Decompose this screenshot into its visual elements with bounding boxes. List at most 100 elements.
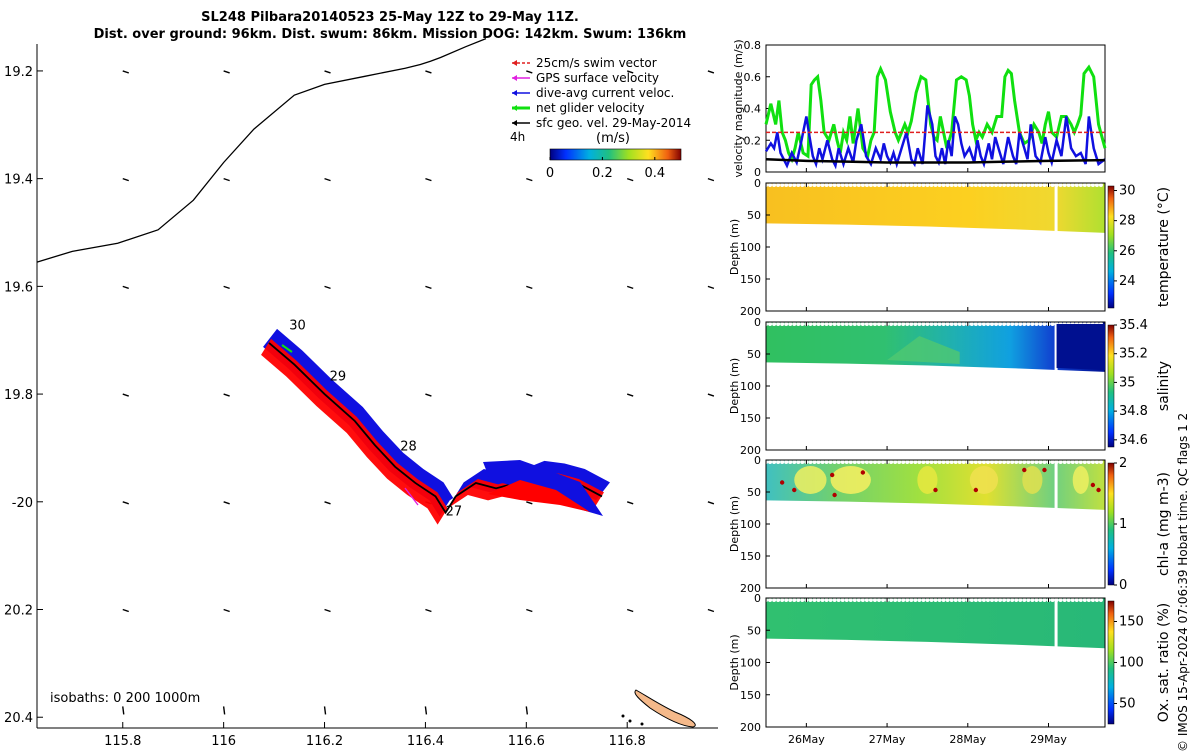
map-y-tick-label: 19.6 — [4, 280, 33, 295]
salinity-surface-dot — [1026, 322, 1031, 326]
oxygen-section — [766, 598, 1105, 649]
legend-label-net_velocity: net glider velocity — [536, 101, 644, 115]
salinity-surface-dot — [953, 322, 958, 326]
oxygen-surface-dot — [941, 598, 946, 602]
oxygen-surface-dot — [768, 598, 773, 602]
chla-surface-dot — [856, 460, 861, 464]
legend-label-swim_vector: 25cm/s swim vector — [536, 56, 657, 70]
oxygen-surface-dot — [1074, 598, 1079, 602]
map-x-tick-label: 116.4 — [407, 734, 444, 749]
oxygen-surface-dot — [889, 598, 894, 602]
colorbar-label: (m/s) — [596, 131, 630, 146]
chla-surface-dot — [877, 460, 881, 464]
geo-vector — [626, 608, 634, 613]
temperature-surface-dot — [872, 183, 877, 187]
chla-surface-dot — [998, 460, 1003, 464]
map-x-tick-label: 116.8 — [609, 734, 646, 749]
oxygen-surface-dot — [840, 598, 845, 602]
salinity-surface-dot — [1042, 322, 1047, 326]
chla-surface-dot — [872, 460, 877, 464]
chla-surface-dot — [1058, 460, 1063, 464]
chla-surface-dot — [808, 460, 813, 464]
temperature-surface-dot — [1086, 183, 1091, 187]
oxygen-surface-dot — [1078, 598, 1083, 602]
salinity-surface-dot — [1038, 322, 1043, 326]
chla-surface-dot — [1014, 460, 1019, 464]
salinity-surface-dot — [800, 322, 805, 326]
chla-surface-dot — [1022, 460, 1027, 464]
geo-vector — [223, 177, 230, 182]
chla-surface-dot — [784, 460, 789, 464]
salinity-surface-dot — [868, 322, 873, 326]
geo-vector — [122, 501, 129, 505]
temperature-surface-dot — [990, 183, 994, 187]
chla-surface-dot — [832, 460, 837, 464]
temperature-surface-dot — [897, 183, 902, 187]
geo-vector — [526, 177, 533, 182]
oxygen-y-label: Depth (m) — [728, 634, 741, 690]
oxygen-surface-dot — [957, 598, 962, 602]
geo-vector — [122, 177, 129, 182]
chla-surface-dot — [994, 460, 999, 464]
geo-vector — [525, 706, 529, 715]
chla-surface-dot — [905, 460, 910, 464]
chla-bloom-patch — [969, 466, 999, 494]
temperature-surface-dot — [776, 183, 781, 187]
salinity-surface-dot — [856, 322, 861, 326]
chla-surface-dot — [800, 460, 805, 464]
time-tick-label: 26May — [788, 733, 825, 746]
oxygen-surface-dot — [893, 598, 898, 602]
geo-vector — [626, 393, 634, 397]
oxygen-surface-dot — [1090, 598, 1095, 602]
oxygen-surface-dot — [1070, 598, 1075, 602]
oxygen-y-tick-label: 0 — [754, 592, 761, 605]
salinity-surface-dot — [848, 322, 853, 326]
oxygen-surface-dot — [836, 598, 841, 602]
salinity-surface-dot — [961, 322, 966, 326]
salinity-intrusion — [887, 336, 960, 364]
oxygen-surface-dot — [784, 598, 789, 602]
temperature-surface-dot — [961, 183, 966, 187]
salinity-surface-dot — [1010, 322, 1015, 326]
chla-surface-dot — [848, 460, 853, 464]
temperature-section — [766, 183, 1105, 233]
temperature-surface-dot — [949, 183, 954, 187]
map-panel: 115.8 116 116.2 116.4 116.6 116.8 19.2 19.4 19.6… — [4, 38, 718, 749]
oxygen-surface-dot — [1010, 598, 1015, 602]
chla-bloom-patch — [830, 466, 871, 494]
gps-vector — [404, 487, 419, 506]
salinity-colorbar-tick-label: 35 — [1119, 375, 1136, 390]
temperature-surface-dot — [973, 183, 978, 187]
oxygen-surface-dot — [945, 598, 950, 602]
colorbar-tick-label: 0 — [546, 166, 554, 181]
oxygen-y-tick-label: 200 — [740, 721, 761, 734]
temperature-surface-dot — [1030, 183, 1035, 187]
chla-bloom-patch — [917, 466, 938, 494]
salinity-surface-dot — [893, 322, 898, 326]
legend-label-geo_velocity: sfc geo. vel. 29-May-2014 — [536, 116, 691, 130]
oxygen-data-gap — [1054, 598, 1058, 650]
swim-vector-fringe — [488, 480, 590, 512]
chla-surface-dot — [1006, 460, 1011, 464]
geo-vector — [526, 501, 533, 505]
oxygen-surface-dot — [901, 598, 906, 602]
geo-vector — [707, 393, 715, 397]
island — [634, 689, 696, 728]
salinity-surface-dot — [901, 322, 906, 326]
temperature-surface-dot — [877, 183, 881, 187]
temperature-y-label: Depth (m) — [728, 219, 741, 275]
chla-surface-dot — [812, 460, 817, 464]
temperature-surface-dot — [1074, 183, 1079, 187]
chla-surface-dot — [796, 460, 801, 464]
salinity-colorbar-label: salinity — [1156, 361, 1172, 411]
geo-vector — [223, 608, 230, 613]
chla-colorbar-tick-label: 1 — [1119, 517, 1127, 532]
oxygen-surface-dot — [969, 598, 974, 602]
legend-label-current_velocity: dive-avg current veloc. — [536, 86, 674, 100]
geo-vector — [425, 70, 432, 74]
chla-surface-dot — [844, 460, 849, 464]
salinity-colorbar-tick-label: 34.6 — [1119, 433, 1148, 448]
temperature-y-tick-label: 50 — [747, 209, 761, 222]
salinity-surface-dot — [941, 322, 946, 326]
chla-high-dot — [832, 492, 837, 498]
